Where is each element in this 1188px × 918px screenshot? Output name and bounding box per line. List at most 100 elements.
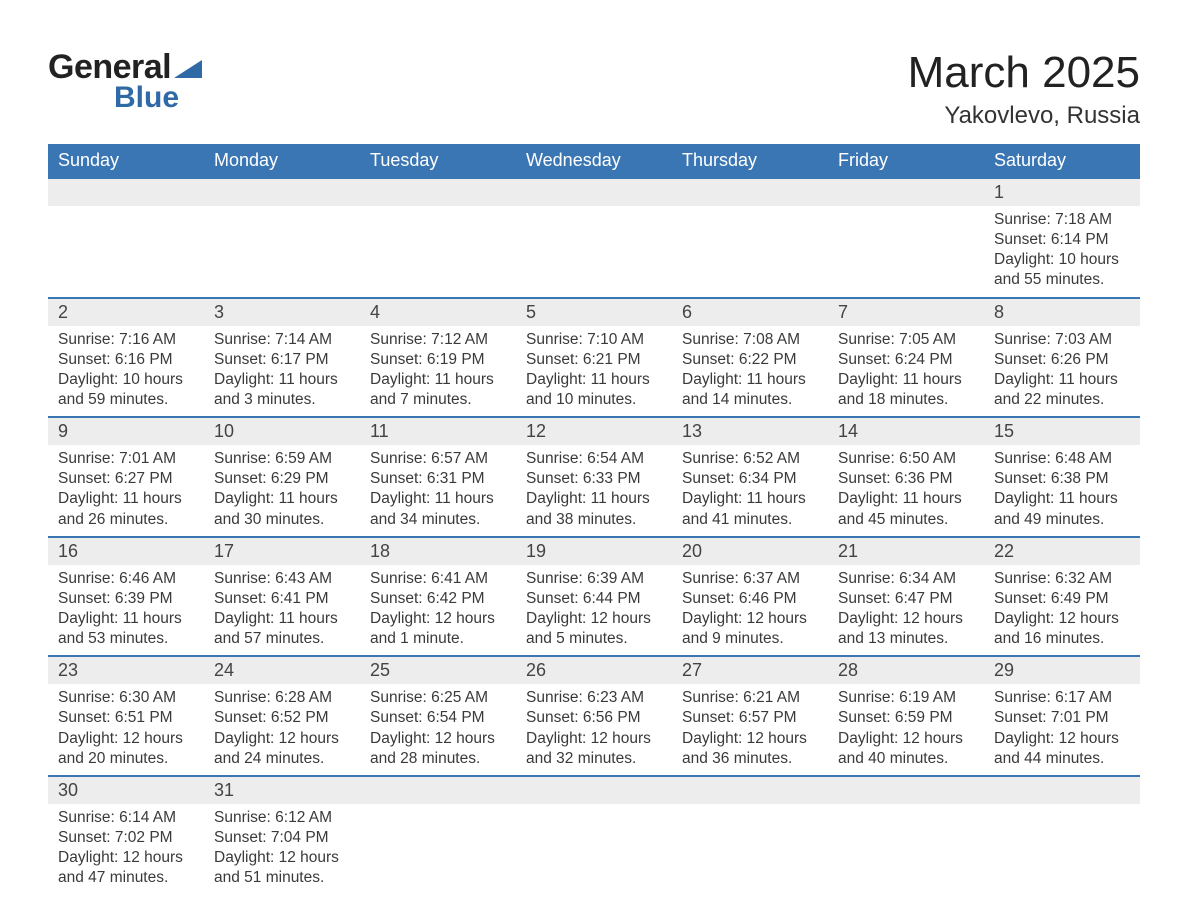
day-info-cell: Sunrise: 6:17 AMSunset: 7:01 PMDaylight:… [984,684,1140,776]
week-info-row: Sunrise: 6:46 AMSunset: 6:39 PMDaylight:… [48,565,1140,657]
sunset-line: Sunset: 6:19 PM [370,350,506,370]
day-info-cell [360,804,516,895]
sunset-line: Sunset: 6:38 PM [994,469,1130,489]
day-info-cell: Sunrise: 7:14 AMSunset: 6:17 PMDaylight:… [204,326,360,418]
daylight-line-2: and 34 minutes. [370,510,506,530]
day-info-cell: Sunrise: 6:12 AMSunset: 7:04 PMDaylight:… [204,804,360,895]
day-number-cell: 31 [204,776,360,804]
day-header-fri: Friday [828,144,984,178]
sunrise-line: Sunrise: 6:59 AM [214,449,350,469]
sunset-line: Sunset: 6:44 PM [526,589,662,609]
sunrise-line: Sunrise: 7:18 AM [994,210,1130,230]
daylight-line-1: Daylight: 11 hours [370,489,506,509]
daylight-line-2: and 26 minutes. [58,510,194,530]
daylight-line-1: Daylight: 11 hours [994,370,1130,390]
week-daynum-row: 2345678 [48,298,1140,326]
sunrise-line: Sunrise: 6:34 AM [838,569,974,589]
day-info-cell: Sunrise: 6:57 AMSunset: 6:31 PMDaylight:… [360,445,516,537]
calendar-table: Sunday Monday Tuesday Wednesday Thursday… [48,144,1140,894]
sunrise-line: Sunrise: 6:25 AM [370,688,506,708]
sunset-line: Sunset: 7:04 PM [214,828,350,848]
day-info-cell: Sunrise: 6:50 AMSunset: 6:36 PMDaylight:… [828,445,984,537]
sunrise-line: Sunrise: 7:08 AM [682,330,818,350]
day-number-cell: 2 [48,298,204,326]
week-info-row: Sunrise: 6:30 AMSunset: 6:51 PMDaylight:… [48,684,1140,776]
daylight-line-1: Daylight: 11 hours [58,609,194,629]
daylight-line-2: and 53 minutes. [58,629,194,649]
sunset-line: Sunset: 6:42 PM [370,589,506,609]
day-number-cell: 4 [360,298,516,326]
day-header-tue: Tuesday [360,144,516,178]
daylight-line-1: Daylight: 12 hours [526,609,662,629]
sunrise-line: Sunrise: 6:52 AM [682,449,818,469]
week-info-row: Sunrise: 7:16 AMSunset: 6:16 PMDaylight:… [48,326,1140,418]
day-info-cell [360,206,516,298]
day-number-cell [48,178,204,206]
sunset-line: Sunset: 6:17 PM [214,350,350,370]
daylight-line-1: Daylight: 12 hours [370,729,506,749]
week-daynum-row: 16171819202122 [48,537,1140,565]
sunrise-line: Sunrise: 6:37 AM [682,569,818,589]
day-number-cell: 6 [672,298,828,326]
logo-word-2: Blue [114,81,202,115]
day-number-cell: 11 [360,417,516,445]
week-info-row: Sunrise: 7:01 AMSunset: 6:27 PMDaylight:… [48,445,1140,537]
daylight-line-2: and 22 minutes. [994,390,1130,410]
daylight-line-1: Daylight: 10 hours [994,250,1130,270]
sunrise-line: Sunrise: 6:46 AM [58,569,194,589]
day-info-cell [828,206,984,298]
daylight-line-1: Daylight: 12 hours [994,729,1130,749]
daylight-line-2: and 36 minutes. [682,749,818,769]
sunset-line: Sunset: 6:54 PM [370,708,506,728]
day-number-cell [204,178,360,206]
day-info-cell: Sunrise: 6:37 AMSunset: 6:46 PMDaylight:… [672,565,828,657]
daylight-line-1: Daylight: 12 hours [682,609,818,629]
daylight-line-2: and 51 minutes. [214,868,350,888]
sunrise-line: Sunrise: 7:14 AM [214,330,350,350]
daylight-line-1: Daylight: 11 hours [214,609,350,629]
day-info-cell: Sunrise: 6:28 AMSunset: 6:52 PMDaylight:… [204,684,360,776]
title-block: March 2025 Yakovlevo, Russia [908,48,1140,130]
sunset-line: Sunset: 6:59 PM [838,708,974,728]
daylight-line-1: Daylight: 12 hours [838,729,974,749]
day-number-cell: 18 [360,537,516,565]
daylight-line-1: Daylight: 12 hours [58,848,194,868]
daylight-line-2: and 14 minutes. [682,390,818,410]
daylight-line-2: and 10 minutes. [526,390,662,410]
sunset-line: Sunset: 7:02 PM [58,828,194,848]
daylight-line-2: and 20 minutes. [58,749,194,769]
day-number-cell: 23 [48,656,204,684]
day-number-cell: 1 [984,178,1140,206]
day-number-cell: 13 [672,417,828,445]
week-daynum-row: 3031 [48,776,1140,804]
day-info-cell [672,804,828,895]
daylight-line-2: and 3 minutes. [214,390,350,410]
day-number-cell: 8 [984,298,1140,326]
day-number-cell [516,776,672,804]
sunrise-line: Sunrise: 6:48 AM [994,449,1130,469]
day-header-sun: Sunday [48,144,204,178]
calendar-page: General Blue March 2025 Yakovlevo, Russi… [0,0,1188,894]
sunset-line: Sunset: 6:36 PM [838,469,974,489]
day-info-cell [828,804,984,895]
day-number-cell: 12 [516,417,672,445]
daylight-line-1: Daylight: 11 hours [214,489,350,509]
day-number-cell: 26 [516,656,672,684]
daylight-line-2: and 7 minutes. [370,390,506,410]
daylight-line-1: Daylight: 12 hours [526,729,662,749]
day-number-cell: 28 [828,656,984,684]
daylight-line-1: Daylight: 12 hours [682,729,818,749]
location-subtitle: Yakovlevo, Russia [908,102,1140,130]
day-number-cell: 7 [828,298,984,326]
week-daynum-row: 23242526272829 [48,656,1140,684]
day-number-cell [672,776,828,804]
logo-triangle-icon [174,56,202,83]
sunset-line: Sunset: 6:52 PM [214,708,350,728]
day-header-thu: Thursday [672,144,828,178]
day-number-cell: 20 [672,537,828,565]
day-number-cell [828,776,984,804]
sunrise-line: Sunrise: 6:19 AM [838,688,974,708]
day-number-cell: 10 [204,417,360,445]
daylight-line-2: and 45 minutes. [838,510,974,530]
day-number-cell: 3 [204,298,360,326]
